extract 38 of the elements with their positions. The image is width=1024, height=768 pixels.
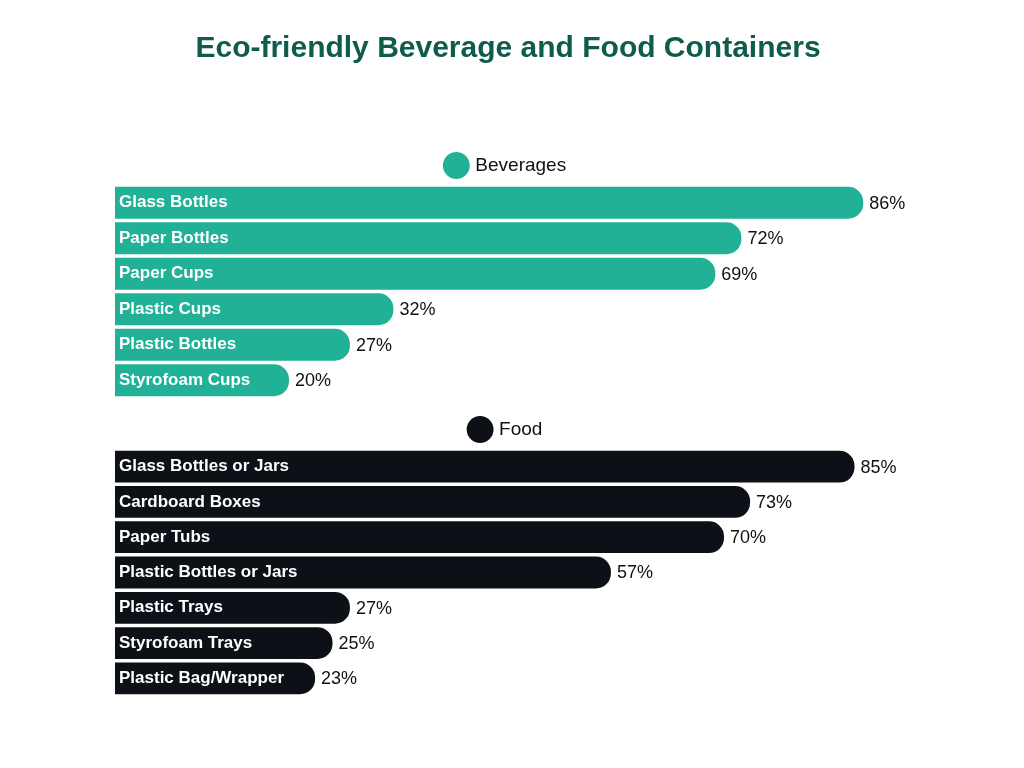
legend-label: Beverages bbox=[475, 153, 567, 175]
data-label: 57% bbox=[616, 562, 653, 583]
category-label: Plastic Bottles or Jars bbox=[119, 562, 298, 582]
category-label: Cardboard Boxes bbox=[119, 491, 261, 511]
data-label: 86% bbox=[869, 192, 906, 213]
data-label: 73% bbox=[756, 491, 793, 512]
category-label: Glass Bottles or Jars bbox=[119, 456, 290, 476]
bar bbox=[115, 186, 864, 219]
data-label: 20% bbox=[295, 370, 332, 391]
category-label: Plastic Trays bbox=[119, 597, 223, 617]
chart-title: Eco-friendly Beverage and Food Containers bbox=[194, 29, 822, 65]
bar bbox=[115, 486, 751, 518]
data-label: 70% bbox=[730, 527, 767, 548]
category-label: Paper Cups bbox=[119, 263, 214, 283]
data-label: 72% bbox=[747, 228, 784, 249]
data-label: 32% bbox=[399, 299, 436, 320]
category-label: Paper Tubs bbox=[119, 526, 211, 546]
category-label: Glass Bottles bbox=[119, 192, 228, 212]
bar bbox=[115, 222, 742, 255]
data-label: 23% bbox=[321, 668, 358, 689]
data-label: 25% bbox=[338, 633, 375, 654]
data-label: 27% bbox=[355, 334, 392, 355]
category-label: Plastic Bottles bbox=[119, 334, 237, 354]
bar bbox=[115, 591, 350, 624]
category-label: Styrofoam Trays bbox=[119, 632, 253, 652]
data-label: 27% bbox=[355, 597, 392, 618]
category-label: Plastic Cups bbox=[119, 298, 222, 318]
bar bbox=[115, 257, 716, 290]
bar bbox=[115, 450, 855, 483]
data-label: 69% bbox=[721, 263, 758, 284]
category-label: Paper Bottles bbox=[119, 227, 229, 247]
category-label: Plastic Bag/Wrapper bbox=[119, 668, 285, 688]
legend-label: Food bbox=[499, 417, 543, 439]
category-label: Styrofoam Cups bbox=[119, 369, 251, 389]
bar bbox=[115, 293, 394, 326]
bar bbox=[115, 556, 611, 589]
bar bbox=[115, 521, 724, 554]
data-label: 85% bbox=[860, 456, 897, 477]
